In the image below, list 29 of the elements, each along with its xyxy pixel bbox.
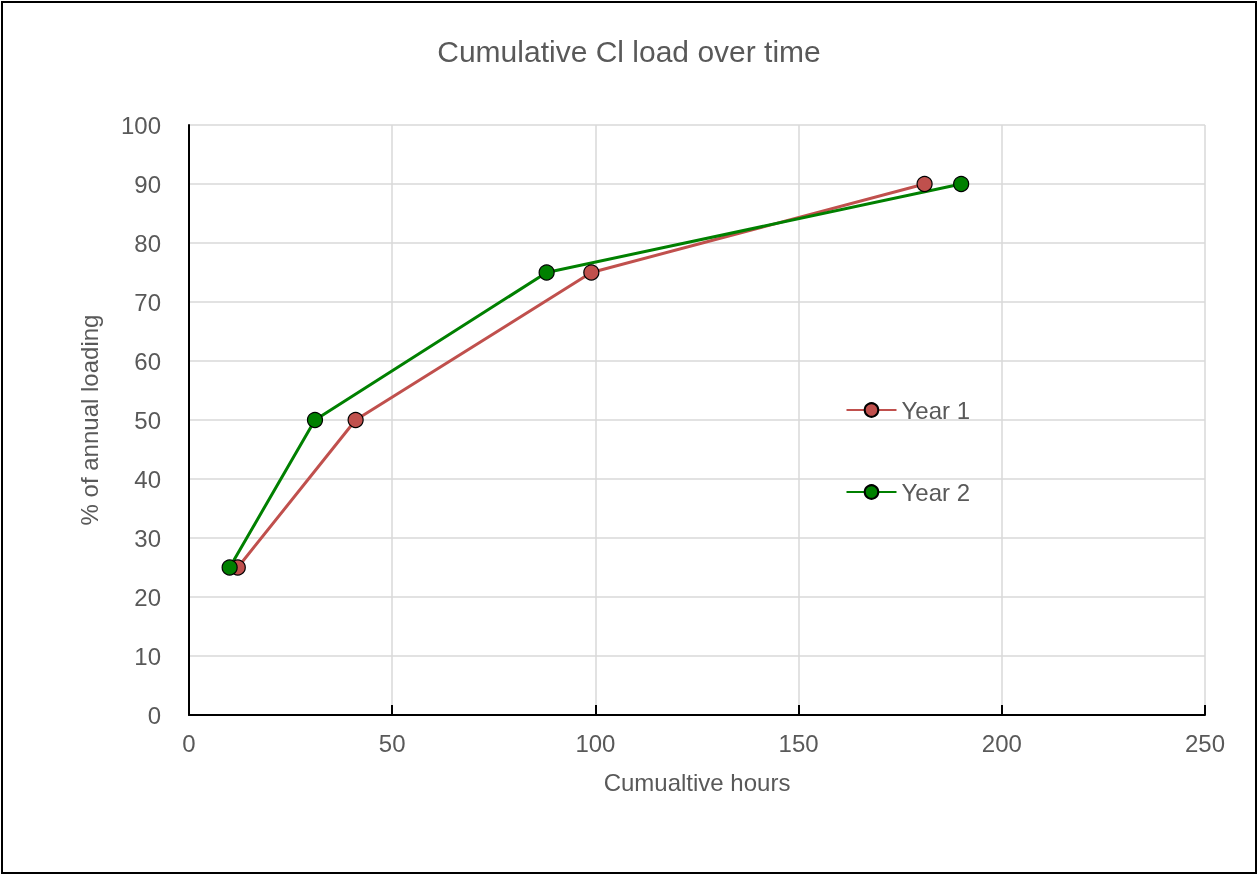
legend-label: Year 2: [901, 478, 971, 506]
point: [306, 411, 324, 429]
y-tick-label: 30: [134, 524, 161, 552]
point: [916, 175, 933, 193]
x-tick-label: 0: [182, 729, 196, 757]
chart-title: Cumulative Cl load over time: [437, 34, 821, 68]
x-axis-title: Cumualtive hours: [603, 768, 791, 796]
y-tick-label: 0: [147, 701, 161, 729]
y-tick-label: 60: [134, 347, 161, 375]
point: [221, 559, 238, 576]
y-tick-label: 40: [134, 465, 161, 493]
x-tick-label: 100: [575, 729, 616, 757]
x-tick-label: 200: [981, 729, 1022, 757]
legend-label: Year 1: [901, 396, 971, 424]
point: [583, 264, 600, 281]
y-tick-label: 10: [134, 642, 161, 670]
y-tick-label: 50: [134, 406, 161, 434]
y-tick-label: 70: [134, 288, 161, 316]
y-tick-label: 100: [120, 111, 161, 139]
point: [953, 175, 970, 193]
point: [347, 411, 364, 429]
x-tick-label: 50: [378, 729, 406, 757]
point: [538, 264, 555, 281]
y-tick-label: 20: [134, 583, 161, 611]
x-tick-label: 150: [778, 729, 819, 757]
y-tick-label: 90: [134, 170, 161, 198]
y-tick-label: 80: [134, 229, 161, 257]
y-axis-title: % of annual loading: [75, 314, 103, 526]
x-tick-label: 250: [1184, 729, 1226, 757]
